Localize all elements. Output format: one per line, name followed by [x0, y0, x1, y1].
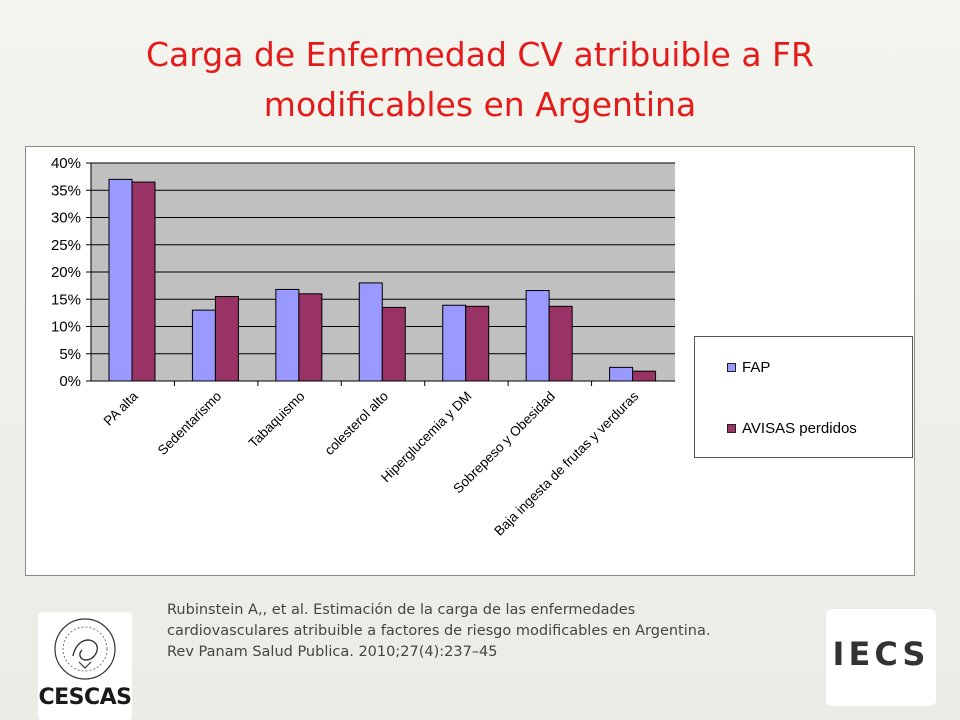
chart-legend: FAP AVISAS perdidos [694, 336, 913, 458]
iecs-logo: IECS [826, 609, 936, 706]
y-tick-label: 5% [59, 346, 81, 363]
bar-fap [358, 282, 383, 382]
bar-avisas [131, 181, 156, 382]
bar-fap [275, 288, 300, 382]
x-tick-label: Sedentarismo [155, 389, 225, 459]
bar-avisas [381, 306, 406, 382]
slide-title-line2: modificables en Argentina [263, 85, 697, 124]
x-tick-label: Tabaquismo [246, 389, 308, 451]
legend-swatch-avisas [727, 424, 736, 433]
citation-line1: Rubinstein A,, et al. Estimación de la c… [167, 602, 636, 618]
y-tick-label: 25% [51, 237, 81, 254]
bar-avisas [298, 293, 323, 382]
bar-fap [191, 309, 216, 382]
legend-item-avisas: AVISAS perdidos [727, 420, 857, 437]
slide-title-line1: Carga de Enfermedad CV atribuible a FR [146, 35, 814, 74]
legend-swatch-fap [727, 363, 736, 372]
iecs-logo-text: IECS [832, 635, 930, 673]
chart-frame: 0% 5% 10% 15% 20% 25% 30% 35% 40% PA alta Sedentar… [25, 146, 915, 576]
cescas-logo-text: CESCAS [38, 685, 132, 710]
bar-avisas [465, 305, 490, 382]
bar-fap [442, 304, 467, 382]
x-tick-label: colesterol alto [322, 389, 392, 459]
citation-line2: cardiovasculares atribuible a factores d… [167, 623, 711, 639]
y-tick-label: 30% [51, 210, 81, 227]
y-tick-label: 20% [51, 264, 81, 281]
y-tick-label: 35% [51, 182, 81, 199]
x-tick-label: Hiperglucemia y DM [378, 389, 475, 486]
legend-label-fap: FAP [742, 359, 771, 376]
bar-avisas [548, 305, 573, 382]
cescas-logo: CESCAS [38, 612, 132, 720]
bar-chart: 0% 5% 10% 15% 20% 25% 30% 35% 40% PA alta Sedentar… [51, 155, 675, 539]
y-tick-label: 15% [51, 291, 81, 308]
legend-item-fap: FAP [727, 359, 770, 376]
bar-avisas [632, 370, 657, 382]
legend-label-avisas: AVISAS perdidos [742, 420, 857, 437]
y-tick-label: 10% [51, 319, 81, 336]
bar-fap [108, 178, 133, 382]
bar-fap [609, 366, 634, 382]
slide-title: Carga de Enfermedad CV atribuible a FR m… [40, 30, 920, 130]
y-tick-label: 0% [59, 373, 81, 390]
citation-line3: Rev Panam Salud Publica. 2010;27(4):237–… [167, 644, 498, 660]
bar-fap [525, 290, 550, 382]
citation: Rubinstein A,, et al. Estimación de la c… [167, 600, 787, 663]
bar-avisas [214, 296, 239, 382]
x-tick-label: Baja ingesta de frutas y verduras [491, 388, 641, 538]
y-tick-label: 40% [51, 155, 81, 172]
cescas-emblem-icon [54, 618, 116, 680]
x-tick-label: PA alta [101, 388, 141, 428]
